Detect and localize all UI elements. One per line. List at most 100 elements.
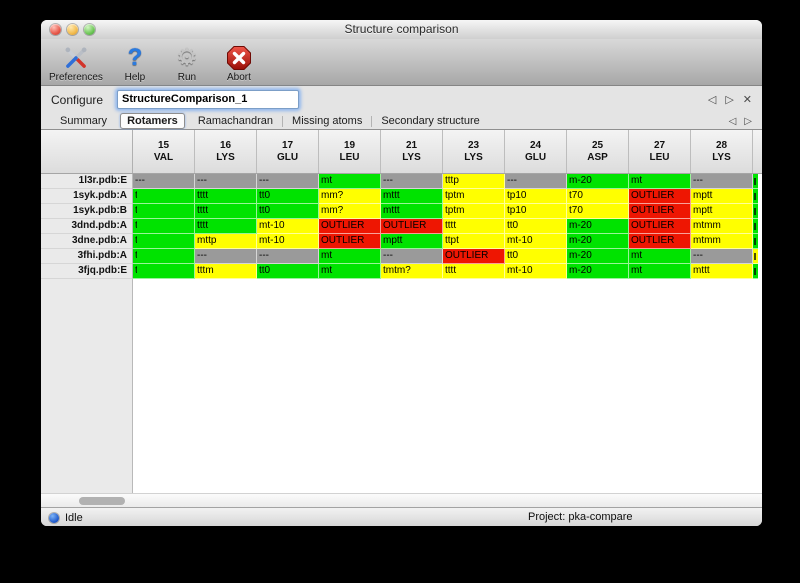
- column-header[interactable]: 17 GLU: [257, 130, 319, 173]
- rotamer-cell[interactable]: tp10: [505, 189, 567, 204]
- column-header[interactable]: 24 GLU: [505, 130, 567, 173]
- tab-ramachandran[interactable]: Ramachandran: [197, 115, 274, 127]
- column-header[interactable]: 15 VAL: [133, 130, 195, 173]
- tab-rotamers[interactable]: Rotamers: [120, 113, 185, 129]
- rotamer-cell[interactable]: mt-10: [505, 234, 567, 249]
- rotamer-cell[interactable]: m-20: [567, 249, 629, 264]
- rotamer-cell[interactable]: mptt: [691, 204, 753, 219]
- rotamer-cell[interactable]: mt: [629, 264, 691, 279]
- rotamer-cell[interactable]: tt0: [257, 189, 319, 204]
- rotamer-cell[interactable]: mt: [319, 249, 381, 264]
- row-label[interactable]: 3fhi.pdb:A: [41, 249, 133, 264]
- rotamer-cell[interactable]: ---: [381, 174, 443, 189]
- rotamer-cell[interactable]: tttp: [443, 174, 505, 189]
- rotamer-cell[interactable]: mptt: [381, 234, 443, 249]
- rotamer-cell[interactable]: tt0: [257, 204, 319, 219]
- rotamer-cell[interactable]: mttt: [381, 189, 443, 204]
- rotamer-cell[interactable]: t: [133, 249, 195, 264]
- tab-missing-atoms[interactable]: Missing atoms: [292, 115, 363, 127]
- rotamer-cell[interactable]: mt: [629, 249, 691, 264]
- preferences-button[interactable]: Preferences: [49, 43, 103, 83]
- rotamer-cell[interactable]: OUTLIER: [443, 249, 505, 264]
- column-header[interactable]: 19 LEU: [319, 130, 381, 173]
- rotamer-cell[interactable]: mptt: [691, 189, 753, 204]
- rotamer-cell[interactable]: m-20: [567, 219, 629, 234]
- rotamer-cell[interactable]: tmtm?: [381, 264, 443, 279]
- rotamer-cell[interactable]: m-20: [567, 174, 629, 189]
- rotamer-cell[interactable]: ---: [381, 249, 443, 264]
- rotamer-cell[interactable]: mttt: [691, 264, 753, 279]
- rotamer-cell[interactable]: ---: [257, 249, 319, 264]
- rotamer-cell[interactable]: tptm: [443, 204, 505, 219]
- horizontal-scrollbar[interactable]: [41, 493, 762, 507]
- rotamer-cell[interactable]: tt0: [257, 264, 319, 279]
- tab-summary[interactable]: Summary: [60, 115, 108, 127]
- close-window-button[interactable]: [50, 24, 61, 35]
- rotamer-cell[interactable]: mt-10: [505, 264, 567, 279]
- configuration-name-input[interactable]: StructureComparison_1: [117, 90, 300, 109]
- rotamer-cell[interactable]: t: [133, 264, 195, 279]
- column-header[interactable]: 21 LYS: [381, 130, 443, 173]
- rotamer-cell[interactable]: tttt: [195, 219, 257, 234]
- column-header[interactable]: 16 LYS: [195, 130, 257, 173]
- rotamer-cell[interactable]: ---: [257, 174, 319, 189]
- rotamer-cell-clipped[interactable]: [753, 174, 758, 189]
- rotamer-cell-clipped[interactable]: [753, 219, 758, 234]
- rotamer-cell[interactable]: mttt: [381, 204, 443, 219]
- column-header[interactable]: 23 LYS: [443, 130, 505, 173]
- rotamer-cell[interactable]: tttt: [443, 219, 505, 234]
- rotamer-cell[interactable]: t70: [567, 189, 629, 204]
- prev-tab-icon[interactable]: ◁: [728, 115, 737, 127]
- rotamer-cell[interactable]: ---: [691, 174, 753, 189]
- rotamer-cell[interactable]: ---: [505, 174, 567, 189]
- rotamer-cell[interactable]: mt: [319, 174, 381, 189]
- rotamer-cell[interactable]: ---: [133, 174, 195, 189]
- rotamer-cell[interactable]: OUTLIER: [629, 189, 691, 204]
- rotamer-cell[interactable]: OUTLIER: [381, 219, 443, 234]
- rotamer-cell[interactable]: mm?: [319, 189, 381, 204]
- rotamer-cell[interactable]: tttt: [195, 189, 257, 204]
- rotamer-cell[interactable]: OUTLIER: [319, 219, 381, 234]
- row-label[interactable]: 3dnd.pdb:A: [41, 219, 133, 234]
- minimize-window-button[interactable]: [67, 24, 78, 35]
- rotamer-cell[interactable]: OUTLIER: [319, 234, 381, 249]
- row-label[interactable]: 1syk.pdb:A: [41, 189, 133, 204]
- rotamer-cell[interactable]: mt: [319, 264, 381, 279]
- rotamer-cell[interactable]: mt: [629, 174, 691, 189]
- tab-secondary-structure[interactable]: Secondary structure: [381, 115, 480, 127]
- row-label[interactable]: 1l3r.pdb:E: [41, 174, 133, 189]
- column-header[interactable]: 25 ASP: [567, 130, 629, 173]
- rotamer-cell[interactable]: mtmm: [691, 234, 753, 249]
- rotamer-cell[interactable]: ---: [195, 249, 257, 264]
- row-label[interactable]: 3dne.pdb:A: [41, 234, 133, 249]
- next-config-icon[interactable]: ▷: [725, 94, 734, 106]
- rotamer-cell[interactable]: t: [133, 204, 195, 219]
- rotamer-cell[interactable]: OUTLIER: [629, 219, 691, 234]
- rotamer-cell[interactable]: ---: [195, 174, 257, 189]
- abort-button[interactable]: Abort: [219, 43, 259, 83]
- column-header[interactable]: 28 LYS: [691, 130, 753, 173]
- row-label[interactable]: 1syk.pdb:B: [41, 204, 133, 219]
- rotamer-cell-clipped[interactable]: [753, 264, 758, 279]
- column-header[interactable]: 27 LEU: [629, 130, 691, 173]
- rotamer-cell[interactable]: tttt: [195, 204, 257, 219]
- rotamer-cell-clipped[interactable]: [753, 189, 758, 204]
- rotamer-cell[interactable]: tt0: [505, 219, 567, 234]
- rotamer-cell[interactable]: t: [133, 219, 195, 234]
- title-bar[interactable]: Structure comparison: [41, 20, 762, 39]
- rotamer-cell[interactable]: t70: [567, 204, 629, 219]
- run-button[interactable]: ⚙ Run: [167, 43, 207, 83]
- help-button[interactable]: ? Help: [115, 43, 155, 83]
- rotamer-cell[interactable]: m-20: [567, 264, 629, 279]
- rotamer-cell[interactable]: tttt: [443, 264, 505, 279]
- rotamer-cell[interactable]: tptm: [443, 189, 505, 204]
- rotamer-cell[interactable]: mt-10: [257, 234, 319, 249]
- rotamer-cell[interactable]: m-20: [567, 234, 629, 249]
- rotamer-cell[interactable]: mm?: [319, 204, 381, 219]
- next-tab-icon[interactable]: ▷: [744, 115, 752, 127]
- rotamer-cell-clipped[interactable]: [753, 234, 758, 249]
- rotamer-cell[interactable]: mttp: [195, 234, 257, 249]
- rotamer-cell-clipped[interactable]: [753, 204, 758, 219]
- rotamer-cell[interactable]: tt0: [505, 249, 567, 264]
- rotamer-cell[interactable]: mtmm: [691, 219, 753, 234]
